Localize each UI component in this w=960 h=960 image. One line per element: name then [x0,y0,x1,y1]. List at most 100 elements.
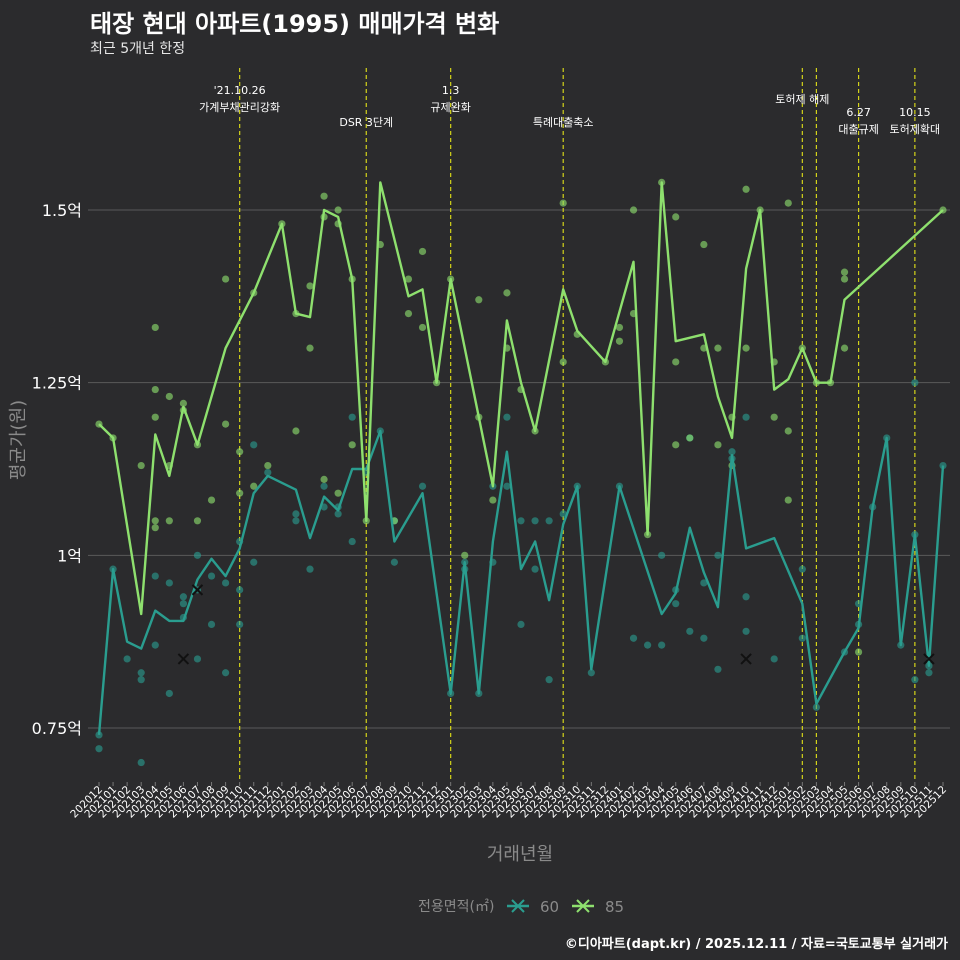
data-point [742,593,750,601]
data-point [151,323,159,332]
legend-title: 전용면적(㎡) [418,899,494,915]
event-label: 가계부채관리강화 [199,101,280,114]
data-point [151,572,159,580]
data-point [222,579,230,587]
data-point [559,199,567,207]
data-point [911,379,919,387]
data-point [911,676,919,684]
data-point [714,344,722,352]
y-tick-label: 1.5억 [42,201,82,220]
data-point [95,745,103,753]
data-point [348,441,356,449]
data-point [165,689,173,698]
data-point [292,427,300,435]
legend-label: 60 [540,898,559,916]
data-point [615,323,624,332]
x-mark-stroke [177,653,190,665]
data-point [559,510,567,518]
data-point [517,620,525,629]
data-point [728,448,736,456]
data-point [686,434,694,442]
data-point [925,669,933,677]
data-point [236,620,244,629]
event-label: 특례대출축소 [533,116,594,129]
data-point [306,282,314,290]
data-point [151,517,159,525]
data-point [475,296,483,304]
data-point [418,482,427,490]
data-point [812,703,821,711]
data-point [559,358,567,366]
series-85-line [98,181,944,616]
data-point [292,510,300,518]
data-point [742,627,750,635]
event-label: DSR 3단계 [339,116,393,129]
y-tick-label: 1억 [57,546,82,565]
data-point [784,496,792,504]
event-label: '21.10.26 [214,84,266,97]
data-point [334,206,342,214]
x-mark-stroke [923,653,935,665]
event-label: 토허제 해제 [775,92,829,106]
data-point [798,565,806,573]
data-point [742,413,750,421]
y-tick-label: 0.75억 [32,719,82,738]
data-point [292,517,300,525]
data-point [236,448,244,456]
data-point [264,461,272,470]
y-tick-label: 1.25억 [32,374,82,393]
data-point [587,669,595,677]
data-point [404,310,413,318]
data-point [348,537,356,546]
x-mark [740,653,752,665]
data-point [531,517,539,525]
data-point [193,517,202,525]
data-point [489,496,497,504]
event-label: 10.15 [899,106,931,119]
data-point [615,337,624,345]
data-point [165,517,173,525]
data-point [686,627,694,635]
data-point [503,289,511,297]
data-point [165,392,173,401]
data-point [517,517,525,525]
data-point [320,192,328,200]
data-point [306,344,314,352]
event-label: 규제완화 [430,101,470,114]
event-label: 1.3 [442,84,460,97]
x-mark-stroke [740,653,752,665]
event-label: 대출규제 [838,123,878,136]
data-point [700,579,708,587]
data-point [784,427,792,435]
data-point [151,524,159,532]
data-point [151,385,159,394]
legend-x-stroke [511,899,525,913]
data-point [320,482,328,490]
data-point [250,558,258,566]
data-point [714,441,722,449]
data-point [714,665,722,673]
data-point [137,676,145,684]
data-point [334,510,342,518]
data-point [629,634,638,642]
data-point [742,344,750,352]
data-point [151,413,159,421]
series-60-line [97,429,945,736]
data-point [236,489,244,497]
data-point [123,655,131,663]
data-point [840,344,849,352]
x-axis-title: 거래년월 [487,844,553,865]
series-60-points [95,379,947,767]
data-point [770,655,778,663]
data-point [545,517,553,525]
data-point [700,634,708,642]
data-point [418,323,427,332]
x-mark-stroke [191,584,204,596]
data-point [151,641,159,649]
event-label: 6.27 [846,106,871,119]
data-point [714,551,722,559]
data-point [770,413,778,421]
data-point [320,475,328,483]
data-point [222,669,230,677]
legend-label: 85 [605,898,624,916]
